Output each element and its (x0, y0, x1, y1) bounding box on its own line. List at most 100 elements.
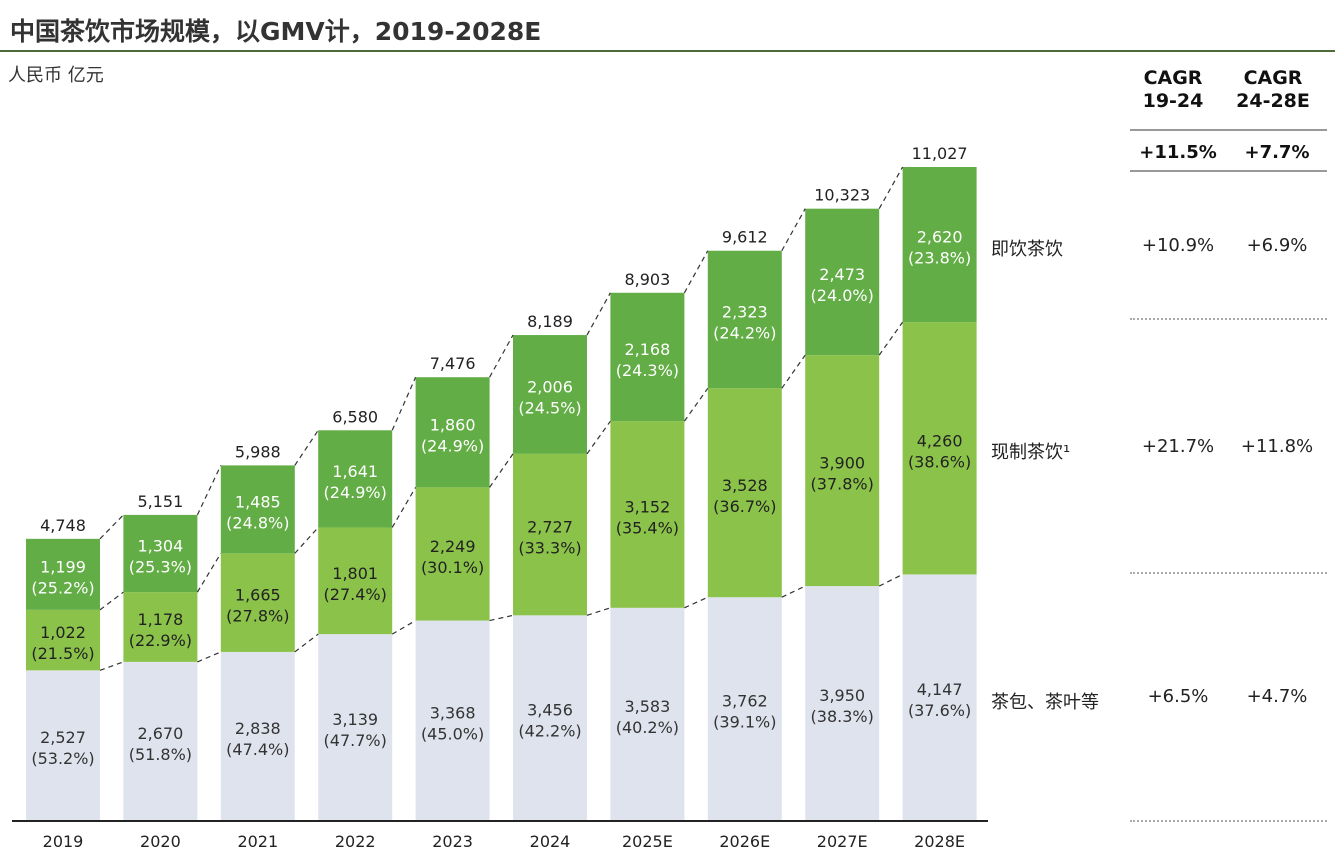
cagr-header-24-28-line2: 24-28E (1236, 90, 1310, 112)
connector-tea-2026E (781, 585, 806, 598)
bar-tea-2023 (415, 620, 490, 820)
connector-rtd-2022 (391, 376, 417, 431)
connector-fresh-2023 (489, 453, 514, 488)
bar-fresh-2024 (513, 453, 587, 616)
unit-label: 人民币 亿元 (8, 65, 104, 86)
x-tick-2026E: 2026E (719, 832, 770, 851)
bar-fresh-2019 (26, 609, 100, 671)
bar-tea-2026E (707, 597, 782, 820)
value-label-tea-2026E: 3,762 (722, 692, 768, 711)
total-label-2023: 7,476 (430, 354, 476, 373)
share-label-tea-2020: (51.8%) (129, 745, 192, 764)
value-label-fresh-2019: 1,022 (40, 623, 86, 642)
bar-tea-2020 (123, 661, 198, 820)
share-label-tea-2026E: (39.1%) (713, 713, 776, 732)
bar-tea-2019 (26, 670, 100, 820)
value-label-tea-2023: 3,368 (430, 703, 476, 722)
chart-title: 中国茶饮市场规模，以GMV计，2019-2028E (10, 17, 542, 46)
bar-rtd-2023 (415, 377, 490, 488)
cagr-header-24-28-line1: CAGR (1243, 67, 1303, 89)
bar-tea-2028E (902, 574, 977, 820)
cagr-row-divider-1 (1130, 318, 1327, 320)
share-label-tea-2023: (45.0%) (421, 724, 484, 743)
bar-fresh-2025E (610, 421, 685, 608)
x-tick-2019: 2019 (43, 832, 84, 851)
share-label-tea-2028E: (37.6%) (908, 701, 971, 720)
share-label-fresh-2024: (33.3%) (518, 539, 581, 558)
x-tick-2027E: 2027E (817, 832, 868, 851)
share-label-rtd-2027E: (24.0%) (811, 286, 874, 305)
cagr-total-19-24: +11.5% (1139, 142, 1217, 163)
value-label-fresh-2021: 1,665 (235, 586, 281, 605)
title-divider (0, 50, 1335, 52)
cagr-fresh-19-24: +21.7% (1141, 436, 1215, 457)
share-label-tea-2027E: (38.3%) (811, 707, 874, 726)
connector-rtd-2021 (294, 429, 319, 466)
connector-fresh-2026E (781, 354, 806, 389)
bar-fresh-2026E (707, 388, 782, 598)
segment-label-fresh: 现制茶饮¹ (991, 442, 1071, 463)
bar-rtd-2019 (26, 538, 100, 610)
value-label-fresh-2027E: 3,900 (819, 454, 865, 473)
connector-fresh-2022 (391, 487, 417, 528)
bar-rtd-2026E (707, 250, 782, 389)
value-label-rtd-2023: 1,860 (430, 415, 476, 434)
connector-fresh-2021 (294, 527, 319, 554)
value-label-tea-2019: 2,527 (40, 728, 86, 747)
total-label-2020: 5,151 (137, 492, 183, 511)
x-tick-2028E: 2028E (914, 832, 965, 851)
connector-tea-2023 (489, 614, 514, 622)
connector-rtd-2024 (586, 292, 611, 336)
share-label-rtd-2019: (25.2%) (31, 578, 94, 597)
bar-tea-2024 (513, 615, 587, 820)
value-label-fresh-2020: 1,178 (137, 610, 183, 629)
total-label-2021: 5,988 (235, 442, 281, 461)
connector-fresh-2019 (99, 591, 124, 611)
value-label-fresh-2024: 2,727 (527, 518, 573, 537)
share-label-rtd-2020: (25.3%) (129, 558, 192, 577)
cagr-tea-19-24: +6.5% (1147, 686, 1209, 707)
total-label-2026E: 9,612 (722, 228, 768, 247)
connector-rtd-2020 (196, 465, 222, 516)
share-label-tea-2024: (42.2%) (518, 722, 581, 741)
connector-tea-2027E (878, 573, 903, 587)
share-label-rtd-2028E: (23.8%) (908, 249, 971, 268)
x-tick-2021: 2021 (237, 832, 278, 851)
cagr-tea-24-28: +4.7% (1246, 686, 1308, 707)
value-label-fresh-2022: 1,801 (332, 564, 378, 583)
value-label-rtd-2021: 1,485 (235, 492, 281, 511)
value-label-rtd-2028E: 2,620 (917, 228, 963, 247)
share-label-rtd-2024: (24.5%) (518, 398, 581, 417)
cagr-header-19-24-line1: CAGR (1143, 67, 1203, 89)
bar-fresh-2027E (805, 355, 880, 587)
x-tick-2020: 2020 (140, 832, 181, 851)
x-tick-2023: 2023 (432, 832, 473, 851)
cagr-fresh-24-28: +11.8% (1240, 436, 1314, 457)
share-label-fresh-2020: (22.9%) (129, 631, 192, 650)
share-label-rtd-2023: (24.9%) (421, 436, 484, 455)
total-label-2025E: 8,903 (624, 270, 670, 289)
connector-tea-2021 (294, 633, 319, 653)
connector-fresh-2027E (878, 321, 904, 356)
value-label-rtd-2024: 2,006 (527, 377, 573, 396)
share-label-rtd-2026E: (24.2%) (713, 324, 776, 343)
cagr-header-rule (1130, 129, 1327, 131)
x-tick-2025E: 2025E (622, 832, 673, 851)
cagr-header-19-24-line2: 19-24 (1142, 90, 1204, 112)
share-label-tea-2021: (47.4%) (226, 740, 289, 759)
value-label-tea-2028E: 4,147 (917, 680, 963, 699)
share-label-tea-2025E: (40.2%) (616, 718, 679, 737)
connector-fresh-2025E (683, 387, 709, 422)
value-label-tea-2020: 2,670 (137, 724, 183, 743)
connector-tea-2019 (99, 661, 124, 671)
connector-fresh-2020 (196, 553, 222, 593)
connector-rtd-2025E (683, 250, 709, 294)
cagr-total-24-28: +7.7% (1244, 142, 1310, 163)
total-label-2022: 6,580 (332, 407, 378, 426)
share-label-rtd-2021: (24.8%) (226, 513, 289, 532)
bar-rtd-2025E (610, 292, 685, 422)
share-label-fresh-2019: (21.5%) (31, 644, 94, 663)
connector-rtd-2026E (781, 208, 806, 252)
value-label-tea-2021: 2,838 (235, 719, 281, 738)
